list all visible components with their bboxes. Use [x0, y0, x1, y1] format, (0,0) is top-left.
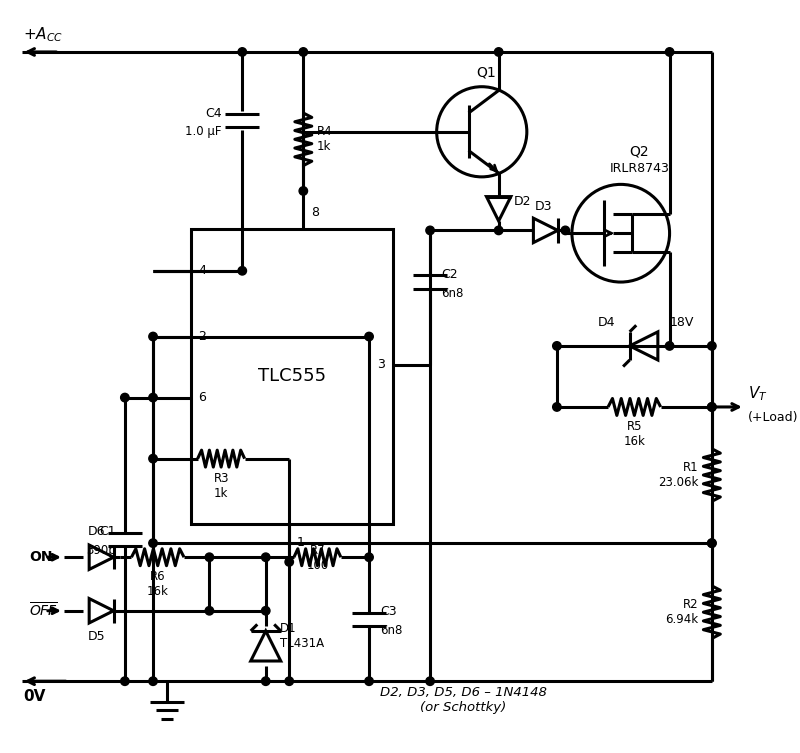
Text: 6n8: 6n8	[380, 624, 402, 637]
Circle shape	[149, 539, 158, 547]
Text: $V_T$: $V_T$	[747, 385, 767, 403]
Text: D5: D5	[88, 630, 106, 642]
Text: R5
16k: R5 16k	[623, 420, 646, 448]
Text: D6: D6	[88, 526, 106, 538]
Text: 390p: 390p	[86, 544, 115, 557]
Circle shape	[205, 606, 214, 615]
Circle shape	[494, 47, 503, 56]
Text: 18V: 18V	[670, 316, 694, 329]
Text: D4: D4	[598, 316, 615, 329]
Circle shape	[365, 332, 374, 341]
Text: R6
16k: R6 16k	[147, 570, 169, 599]
Text: C1: C1	[99, 526, 115, 538]
Text: IRLR8743: IRLR8743	[610, 162, 670, 175]
Circle shape	[149, 677, 158, 685]
Text: C4: C4	[205, 106, 222, 120]
Circle shape	[262, 677, 270, 685]
Text: 1.0 μF: 1.0 μF	[185, 125, 222, 139]
Circle shape	[365, 553, 374, 562]
Circle shape	[262, 553, 270, 562]
Circle shape	[149, 393, 158, 402]
Text: 2: 2	[198, 330, 206, 343]
Circle shape	[553, 403, 561, 411]
Text: 4: 4	[198, 264, 206, 277]
Text: C3: C3	[380, 605, 397, 618]
Circle shape	[299, 187, 307, 195]
Text: R1
23.06k: R1 23.06k	[658, 461, 698, 489]
Circle shape	[285, 677, 294, 685]
Circle shape	[553, 342, 561, 350]
Text: 1: 1	[297, 535, 305, 549]
Circle shape	[708, 342, 716, 350]
Circle shape	[708, 539, 716, 547]
Text: Q1: Q1	[477, 66, 496, 79]
Circle shape	[121, 393, 129, 402]
Text: $+A_{CC}$: $+A_{CC}$	[23, 26, 63, 44]
Circle shape	[299, 47, 307, 56]
Text: R4
1k: R4 1k	[317, 125, 332, 154]
Circle shape	[121, 677, 129, 685]
Text: 8: 8	[311, 206, 319, 219]
Circle shape	[285, 558, 294, 566]
Text: 0V: 0V	[23, 689, 46, 704]
Circle shape	[666, 47, 674, 56]
Circle shape	[365, 677, 374, 685]
Circle shape	[708, 539, 716, 547]
Circle shape	[238, 267, 246, 275]
Circle shape	[708, 403, 716, 411]
Circle shape	[205, 553, 214, 562]
Circle shape	[708, 403, 716, 411]
Text: Q2: Q2	[630, 144, 650, 158]
Text: D2, D3, D5, D6 – 1N4148
(or Schottky): D2, D3, D5, D6 – 1N4148 (or Schottky)	[379, 686, 546, 714]
Text: ON: ON	[29, 550, 53, 564]
Circle shape	[426, 226, 434, 235]
Text: D2: D2	[514, 195, 531, 208]
Circle shape	[494, 226, 503, 235]
Text: 3: 3	[377, 358, 385, 371]
Circle shape	[561, 226, 570, 235]
Text: R3
1k: R3 1k	[214, 472, 229, 500]
Bar	[190, 228, 393, 524]
Text: R7
100: R7 100	[306, 544, 329, 572]
Text: (+Load): (+Load)	[747, 410, 798, 424]
Circle shape	[666, 342, 674, 350]
Circle shape	[262, 606, 270, 615]
Circle shape	[149, 332, 158, 341]
Text: D3: D3	[535, 200, 553, 214]
Text: C2: C2	[442, 268, 458, 281]
Circle shape	[149, 454, 158, 463]
Text: 6: 6	[198, 391, 206, 404]
Text: R2
6.94k: R2 6.94k	[666, 598, 698, 626]
Text: D1
TL431A: D1 TL431A	[280, 622, 324, 650]
Text: 6n8: 6n8	[442, 287, 464, 300]
Circle shape	[426, 677, 434, 685]
Text: $\overline{OFF}$: $\overline{OFF}$	[29, 602, 58, 620]
Text: TLC555: TLC555	[258, 367, 326, 386]
Circle shape	[238, 47, 246, 56]
